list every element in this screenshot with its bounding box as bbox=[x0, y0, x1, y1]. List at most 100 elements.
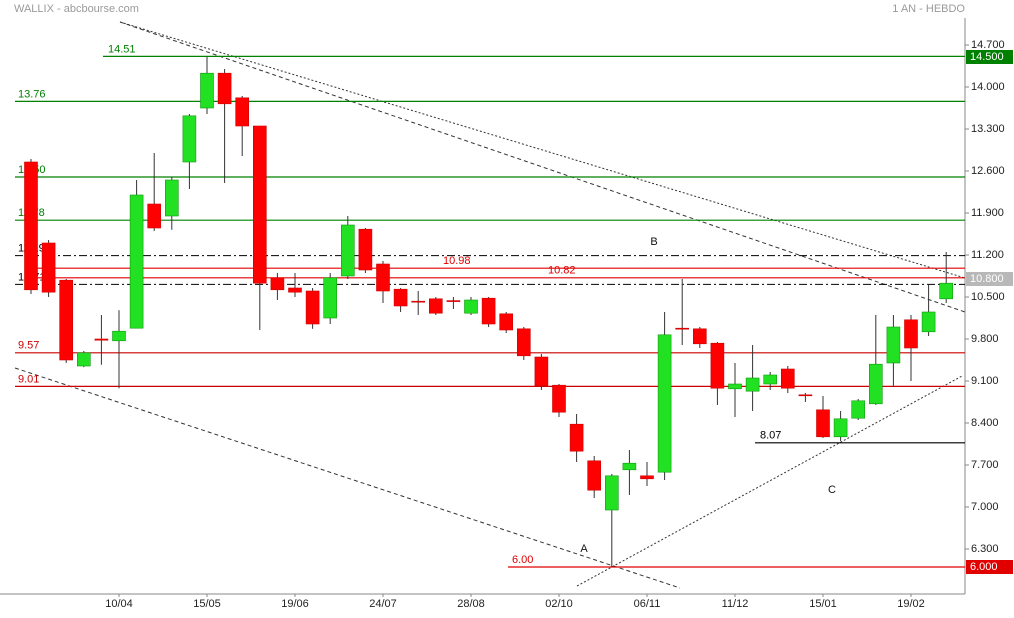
trend-line bbox=[576, 375, 963, 587]
candle-body bbox=[816, 409, 830, 438]
level-label: 13.76 bbox=[18, 88, 46, 100]
candle-body bbox=[640, 475, 654, 480]
price-tag-label: 14.500 bbox=[970, 51, 1004, 63]
price-tag bbox=[966, 560, 1013, 574]
level-label: 14.51 bbox=[108, 43, 136, 55]
candle-body bbox=[904, 319, 918, 349]
candle-body bbox=[59, 279, 74, 361]
y-tick-label: 9.800 bbox=[971, 333, 999, 345]
candle-body bbox=[534, 356, 549, 387]
x-tick-label: 24/07 bbox=[369, 598, 397, 610]
x-tick-label: 15/01 bbox=[809, 598, 837, 610]
candle-body bbox=[165, 179, 179, 217]
candle-body bbox=[340, 224, 355, 277]
candle-body bbox=[112, 330, 126, 342]
candle-body bbox=[939, 282, 954, 300]
candle-body bbox=[270, 277, 285, 291]
x-tick-label: 19/02 bbox=[897, 598, 925, 610]
y-tick-label: 14.700 bbox=[971, 39, 1005, 51]
y-tick-label: 11.200 bbox=[971, 249, 1004, 261]
candle-body bbox=[675, 327, 690, 330]
candle-body bbox=[516, 328, 531, 357]
candle-body bbox=[464, 299, 478, 314]
candle-body bbox=[94, 338, 109, 341]
candle-body bbox=[41, 242, 56, 293]
candle-body bbox=[376, 263, 390, 292]
candle-body bbox=[921, 311, 936, 333]
y-tick-label: 10.500 bbox=[971, 291, 1005, 303]
annotation: B bbox=[650, 236, 657, 248]
y-tick-label: 13.300 bbox=[971, 123, 1005, 135]
candle-body bbox=[129, 194, 144, 329]
candle-body bbox=[745, 377, 760, 392]
candle-body bbox=[587, 460, 602, 491]
candle-body bbox=[358, 228, 373, 271]
candle-body bbox=[780, 368, 795, 389]
candle-body bbox=[481, 297, 496, 325]
trend-line bbox=[119, 21, 966, 313]
candle-body bbox=[868, 363, 883, 405]
level-label: 8.07 bbox=[760, 430, 781, 442]
candle-body bbox=[710, 342, 725, 389]
x-tick-label: 06/11 bbox=[634, 598, 661, 610]
candle-body bbox=[798, 394, 813, 397]
candle-body bbox=[692, 328, 707, 345]
candle-body bbox=[428, 298, 443, 314]
annotation: C bbox=[828, 484, 836, 496]
candle-body bbox=[728, 383, 742, 390]
level-label: 10.82 bbox=[548, 265, 576, 277]
trend-line bbox=[119, 21, 966, 279]
candle-body bbox=[305, 290, 320, 325]
y-tick-label: 6.300 bbox=[971, 543, 999, 555]
x-tick-label: 10/04 bbox=[105, 598, 133, 610]
y-tick-label: 8.400 bbox=[971, 417, 999, 429]
level-label: 9.01 bbox=[18, 373, 39, 385]
candle-body bbox=[182, 115, 197, 163]
x-tick-label: 11/12 bbox=[722, 598, 749, 610]
chart-title: WALLIX - abcbourse.com bbox=[14, 3, 139, 15]
x-tick-label: 28/08 bbox=[457, 598, 485, 610]
level-label: 6.00 bbox=[512, 554, 533, 566]
candle-body bbox=[552, 384, 566, 413]
y-tick-label: 11.900 bbox=[971, 207, 1004, 219]
y-tick-label: 12.600 bbox=[971, 165, 1005, 177]
candle-body bbox=[604, 475, 619, 511]
candle-body bbox=[763, 374, 778, 385]
annotation: A bbox=[580, 543, 588, 555]
y-tick-label: 9.100 bbox=[971, 375, 999, 387]
candle-body bbox=[833, 418, 848, 438]
y-tick-label: 14.000 bbox=[971, 81, 1005, 93]
x-tick-label: 02/10 bbox=[545, 598, 573, 610]
y-tick-label: 7.700 bbox=[971, 459, 999, 471]
y-tick-label: 7.000 bbox=[971, 501, 999, 513]
price-tag bbox=[966, 272, 1013, 286]
candle-body bbox=[200, 72, 214, 109]
candle-body bbox=[569, 423, 584, 452]
candle-body bbox=[288, 287, 302, 293]
candle-body bbox=[657, 334, 672, 473]
candle-body bbox=[393, 288, 408, 307]
candle-body bbox=[24, 161, 38, 291]
price-tag-label: 6.000 bbox=[970, 561, 998, 573]
level-label: 9.57 bbox=[18, 340, 39, 352]
candle-body bbox=[217, 72, 232, 105]
candle-body bbox=[851, 400, 866, 419]
chart-subtitle: 1 AN - HEBDO bbox=[892, 3, 965, 15]
candle-body bbox=[622, 462, 637, 471]
x-tick-label: 19/06 bbox=[281, 598, 309, 610]
price-tag bbox=[966, 50, 1013, 64]
candle-body bbox=[253, 125, 267, 284]
candle-body bbox=[77, 352, 91, 367]
level-label: 10.98 bbox=[443, 255, 471, 267]
x-tick-label: 15/05 bbox=[193, 598, 221, 610]
price-tag-label: 10.800 bbox=[970, 273, 1004, 285]
candle-body bbox=[235, 97, 249, 127]
candle-body bbox=[411, 300, 426, 303]
candle-body bbox=[886, 326, 901, 364]
candle-body bbox=[499, 313, 514, 331]
trend-line bbox=[14, 367, 681, 589]
candle-body bbox=[446, 300, 461, 302]
candle-body bbox=[147, 203, 161, 229]
